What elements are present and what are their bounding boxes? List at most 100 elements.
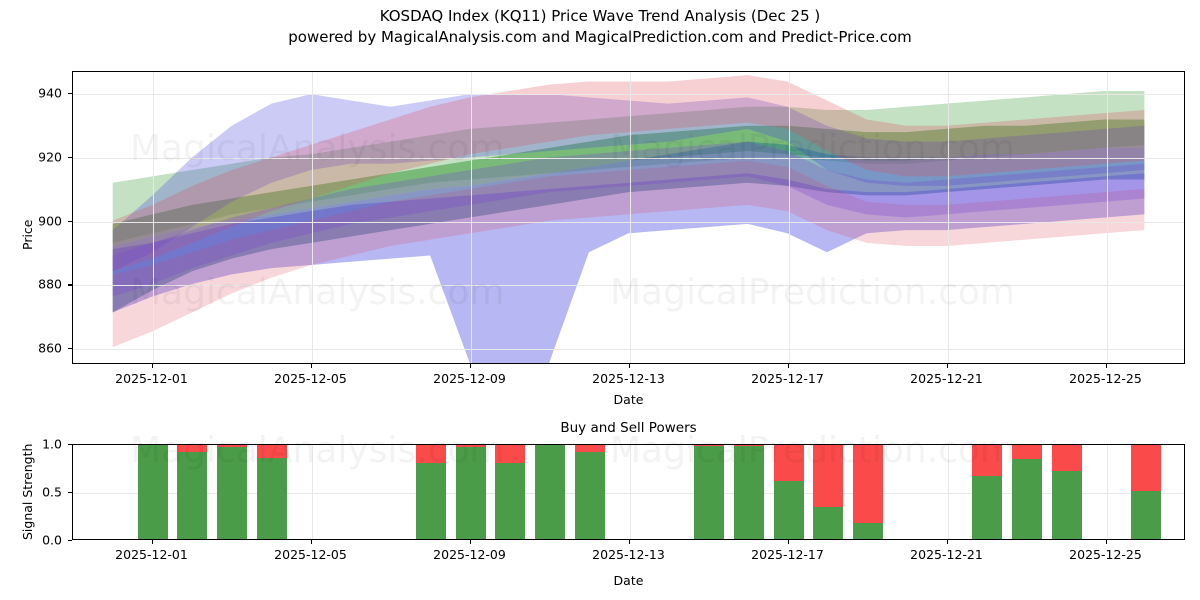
power-gridline-v	[947, 445, 949, 539]
price-x-tick: 2025-12-13	[592, 371, 665, 386]
page-title: KOSDAQ Index (KQ11) Price Wave Trend Ana…	[379, 7, 821, 25]
price-band-red-lower-band	[112, 160, 1145, 348]
price-gridline-v	[470, 72, 472, 363]
power-x-tickmark	[310, 540, 312, 544]
price-band-purple-band	[112, 141, 1145, 297]
power-x-tick: 2025-12-25	[1069, 547, 1142, 562]
power-gridline-h	[73, 493, 1184, 494]
buy-power-segment	[256, 458, 287, 539]
buy-power-segment	[217, 446, 247, 539]
power-x-tick: 2025-12-09	[433, 547, 506, 562]
price-band-teal-mid-band	[112, 141, 1145, 313]
power-bar[interactable]	[535, 445, 565, 539]
price-gridline-v	[788, 72, 790, 363]
price-y-tick: 880	[38, 276, 62, 292]
buy-power-segment	[177, 451, 208, 539]
price-x-tick: 2025-12-05	[274, 371, 347, 386]
sell-power-segment	[455, 445, 486, 447]
power-y-tick: 0.5	[42, 484, 62, 500]
power-bar[interactable]	[574, 445, 605, 539]
power-y-tickmark	[68, 492, 72, 494]
price-y-tick: 900	[38, 213, 62, 229]
power-bar[interactable]	[733, 445, 764, 539]
price-gridline-v	[152, 72, 154, 363]
price-y-axis-label: Price	[20, 219, 35, 251]
power-bar[interactable]	[1131, 445, 1162, 539]
price-x-tickmark	[469, 364, 471, 368]
price-y-tickmark	[68, 93, 72, 95]
power-bar[interactable]	[256, 445, 287, 539]
buy-power-segment	[813, 507, 844, 539]
price-x-tickmark	[1105, 364, 1107, 368]
power-x-tickmark	[151, 540, 153, 544]
price-x-tickmark	[946, 364, 948, 368]
price-y-tickmark	[68, 348, 72, 350]
power-bar[interactable]	[495, 445, 526, 539]
power-bar[interactable]	[137, 445, 168, 539]
power-bar[interactable]	[1051, 445, 1082, 539]
price-x-tick: 2025-12-17	[751, 371, 824, 386]
price-y-tick: 940	[38, 85, 62, 101]
power-bar[interactable]	[813, 445, 844, 539]
price-x-axis-label: Date	[613, 392, 644, 407]
price-x-tick: 2025-12-01	[115, 371, 188, 386]
power-bar[interactable]	[773, 445, 804, 539]
price-y-tickmark	[68, 284, 72, 286]
buy-power-segment	[694, 445, 724, 539]
buy-power-segment	[535, 445, 565, 539]
sell-power-segment	[415, 445, 446, 464]
buy-power-segment	[1012, 459, 1042, 539]
power-y-tickmark	[68, 444, 72, 446]
power-x-tickmark	[469, 540, 471, 544]
power-x-tick: 2025-12-13	[592, 547, 665, 562]
power-bar[interactable]	[177, 445, 208, 539]
power-chart-title: Buy and Sell Powers	[560, 420, 697, 436]
buy-power-segment	[773, 481, 804, 539]
sell-power-segment	[495, 445, 526, 464]
power-x-tickmark	[1105, 540, 1107, 544]
power-bar[interactable]	[694, 445, 724, 539]
buy-power-segment	[495, 463, 526, 539]
price-band-blue-lower-band	[112, 173, 1145, 363]
price-y-tick: 860	[38, 340, 62, 356]
power-bar[interactable]	[972, 445, 1003, 539]
price-y-tickmark	[68, 156, 72, 159]
power-x-tickmark	[628, 540, 630, 544]
sell-power-segment	[177, 445, 208, 452]
sell-power-segment	[853, 445, 883, 523]
power-y-tickmark	[68, 540, 72, 542]
sell-power-segment	[972, 445, 1003, 476]
price-band-blue-upper-band	[112, 94, 1145, 272]
power-x-tick: 2025-12-21	[910, 547, 983, 562]
buy-power-segment	[972, 475, 1003, 539]
power-x-tick: 2025-12-01	[115, 547, 188, 562]
price-band-green-outer-band	[112, 90, 1145, 243]
sell-power-segment	[535, 444, 565, 445]
power-bar[interactable]	[455, 445, 486, 539]
sell-power-segment	[574, 445, 605, 452]
power-y-tick: 1.0	[42, 436, 62, 452]
buy-power-segment	[1051, 470, 1082, 539]
power-x-tickmark	[787, 540, 789, 544]
power-bar[interactable]	[853, 445, 883, 539]
price-x-tick: 2025-12-25	[1069, 371, 1142, 386]
sell-power-segment	[256, 445, 287, 459]
price-gridline-v	[1106, 72, 1108, 363]
title-block: KOSDAQ Index (KQ11) Price Wave Trend Ana…	[0, 6, 1200, 48]
power-bar[interactable]	[415, 445, 446, 539]
price-wave-chart	[72, 71, 1185, 364]
buy-power-segment	[137, 445, 168, 539]
page-subtitle: powered by MagicalAnalysis.com and Magic…	[288, 28, 912, 46]
price-gridline-h	[73, 221, 1184, 223]
price-band-red-upper-band	[112, 75, 1145, 272]
price-gridline-v	[947, 72, 949, 363]
power-x-tickmark	[946, 540, 948, 544]
sell-power-segment	[694, 445, 724, 446]
sell-power-segment	[1012, 445, 1042, 460]
sell-power-segment	[1051, 445, 1082, 471]
power-bar[interactable]	[217, 445, 247, 539]
buy-power-segment	[574, 451, 605, 539]
power-bar[interactable]	[1012, 445, 1042, 539]
price-gridline-h	[73, 349, 1184, 351]
price-y-tickmark	[68, 220, 72, 222]
